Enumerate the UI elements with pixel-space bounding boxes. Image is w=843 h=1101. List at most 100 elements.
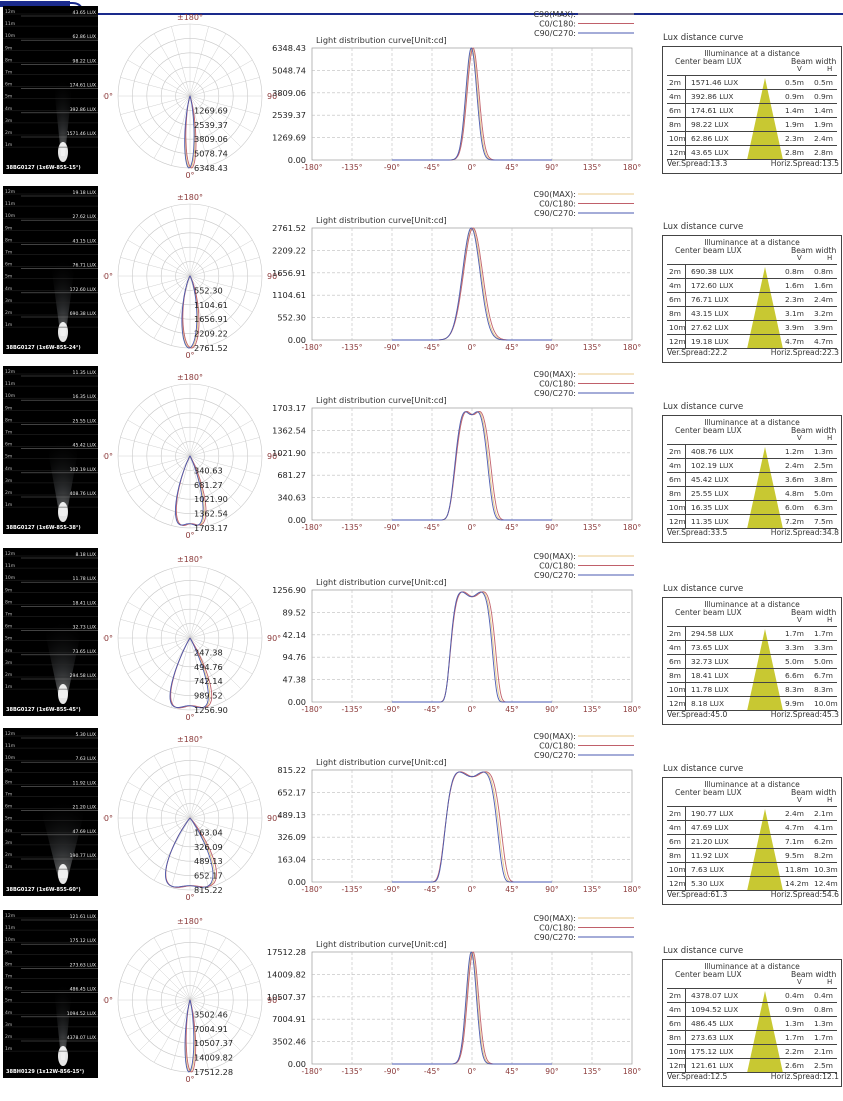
polar-spoke xyxy=(171,999,191,1070)
lux-value: 294.58 LUX xyxy=(691,629,734,638)
polar-tick-label: 10507.37 xyxy=(194,1038,233,1048)
beam-height-label: 5m xyxy=(5,816,12,822)
polar-spoke xyxy=(127,637,191,675)
polar-spoke xyxy=(189,637,209,708)
lux-row: 12m 19.18 LUX 4.7m 4.7m xyxy=(667,335,837,349)
y-tick-label: 0.00 xyxy=(288,335,306,345)
beam-photo-graphic: 12m 11m 10m 9m 8m 7m 6m 5m 4m 3m 2m 1m 121.61 LUX 175… xyxy=(3,910,98,1078)
y-tick-label: 1256.90 xyxy=(272,585,306,595)
x-tick-label: 45° xyxy=(505,163,519,172)
x-tick-label: 45° xyxy=(505,885,519,894)
lux-width-h: 7.5m xyxy=(814,517,833,526)
y-tick-label: 3502.46 xyxy=(272,1037,306,1047)
polar-tick-label: 989.52 xyxy=(194,691,223,701)
beam-height-label: 2m xyxy=(5,1034,12,1040)
legend-label: C90(MAX): xyxy=(533,552,576,561)
lux-width-v: 4.7m xyxy=(785,337,804,346)
polar-tick-label: 1104.61 xyxy=(194,300,228,310)
lux-width-h: 4.1m xyxy=(814,823,833,832)
beam-height-label: 12m xyxy=(5,551,15,557)
distribution-chart-graphic: Light distribution curve[Unit:cd] -180° -1… xyxy=(277,732,641,894)
lux-value: 190.77 LUX xyxy=(691,809,734,818)
x-tick-label: -180° xyxy=(301,523,322,532)
polar-tick-label: 1256.90 xyxy=(194,705,228,715)
polar-spoke xyxy=(189,59,253,97)
beam-height-label: 4m xyxy=(5,286,12,292)
polar-spoke xyxy=(189,275,242,328)
lux-value: 7.63 LUX xyxy=(691,865,725,874)
lux-row: 10m 175.12 LUX 2.2m 2.1m xyxy=(667,1045,837,1059)
lux-value: 5.30 LUX xyxy=(691,879,725,888)
polar-tick-label: 340.63 xyxy=(194,465,223,475)
y-tick-label: 5048.74 xyxy=(272,65,306,75)
lux-distance: 6m xyxy=(669,293,686,306)
chart-series-line xyxy=(392,411,552,521)
lux-title: Lux distance curve xyxy=(663,402,744,412)
beam-height-label: 8m xyxy=(5,57,12,63)
beam-lux-label: 11.78 LUX xyxy=(73,576,96,582)
legend-label: C0/C180: xyxy=(539,20,576,29)
polar-spoke xyxy=(138,948,191,1001)
polar-label-top: ±180° xyxy=(177,917,203,926)
lux-value: 11.78 LUX xyxy=(691,685,729,694)
x-tick-label: 0° xyxy=(468,705,477,714)
lux-width-h: 1.7m xyxy=(814,1033,833,1042)
light-cone xyxy=(48,928,78,1060)
lux-value: 11.35 LUX xyxy=(691,517,729,526)
lux-row: 2m 690.38 LUX 0.8m 0.8m xyxy=(667,265,837,279)
y-tick-label: 1104.61 xyxy=(272,290,306,300)
lux-row: 2m 1571.46 LUX 0.5m 0.5m xyxy=(667,76,837,90)
light-source xyxy=(58,684,68,704)
lux-width-v: 6.0m xyxy=(785,503,804,512)
lux-width-h: 6.2m xyxy=(814,837,833,846)
x-tick-label: 135° xyxy=(583,1067,601,1076)
beam-height-label: 1m xyxy=(5,502,12,508)
beam-height-label: 11m xyxy=(5,201,15,207)
polar-spoke xyxy=(153,213,191,277)
legend-label: C90(MAX): xyxy=(533,190,576,199)
photometric-row: 12m 11m 10m 9m 8m 7m 6m 5m 4m 3m 2m 1m 5.30 LUX 7.63 … xyxy=(0,728,843,905)
distribution-chart-graphic: Light distribution curve[Unit:cd] -180° -1… xyxy=(272,552,641,714)
polar-tick-label: 1703.17 xyxy=(194,523,228,533)
lux-width-h: 3.9m xyxy=(814,323,833,332)
lux-row: 2m 294.58 LUX 1.7m 1.7m xyxy=(667,627,837,641)
lux-distance: 4m xyxy=(669,821,686,834)
y-tick-label: 10507.37 xyxy=(267,992,306,1002)
beam-height-label: 5m xyxy=(5,274,12,280)
lux-header-title: Illuminance at a distance xyxy=(704,418,800,427)
x-tick-label: 180° xyxy=(623,1067,641,1076)
polar-spoke xyxy=(120,455,191,475)
beam-height-label: 1m xyxy=(5,684,12,690)
beam-lux-label: 43.65 LUX xyxy=(73,10,96,16)
beam-height-label: 1m xyxy=(5,142,12,148)
polar-chart: ±180° -90° 90° 0° 552.30 1104.61 1656.91 2209.2… xyxy=(103,186,283,361)
light-cone xyxy=(47,24,79,156)
lux-width-h: 0.5m xyxy=(814,78,833,87)
lux-width-h: 12.4m xyxy=(814,879,838,888)
polar-spoke xyxy=(127,601,191,639)
x-tick-label: -45° xyxy=(424,1067,440,1076)
light-source xyxy=(58,502,68,522)
polar-chart: ±180° -90° 90° 0° 163.04 326.09 489.13 652.17 81… xyxy=(103,728,283,903)
polar-label-left: -90° xyxy=(103,814,113,823)
photometric-row: 12m 11m 10m 9m 8m 7m 6m 5m 4m 3m 2m 1m 19.18 LUX 27.6… xyxy=(0,186,843,363)
lux-row: 4m 1094.52 LUX 0.9m 0.8m xyxy=(667,1003,837,1017)
x-tick-label: -90° xyxy=(384,343,400,352)
polar-label-right: 90° xyxy=(267,272,281,281)
x-tick-label: 90° xyxy=(545,343,559,352)
polar-spoke xyxy=(153,95,191,159)
lux-distance-panel: Lux distance curve Illuminance at a dista… xyxy=(660,366,843,543)
beam-height-label: 10m xyxy=(5,937,15,943)
lux-triangle xyxy=(747,809,783,891)
lux-distance: 6m xyxy=(669,835,686,848)
lux-row: 8m 18.41 LUX 6.6m 6.7m xyxy=(667,669,837,683)
y-tick-label: 0.00 xyxy=(288,155,306,165)
lux-header-h: H xyxy=(827,978,833,986)
polar-spoke xyxy=(189,206,209,277)
x-tick-label: 135° xyxy=(583,343,601,352)
lux-row: 12m 8.18 LUX 9.9m 10.0m xyxy=(667,697,838,711)
x-tick-label: -45° xyxy=(424,163,440,172)
y-tick-label: 47.38 xyxy=(283,675,306,685)
x-tick-label: 90° xyxy=(545,163,559,172)
beam-lux-label: 62.86 LUX xyxy=(73,34,96,40)
